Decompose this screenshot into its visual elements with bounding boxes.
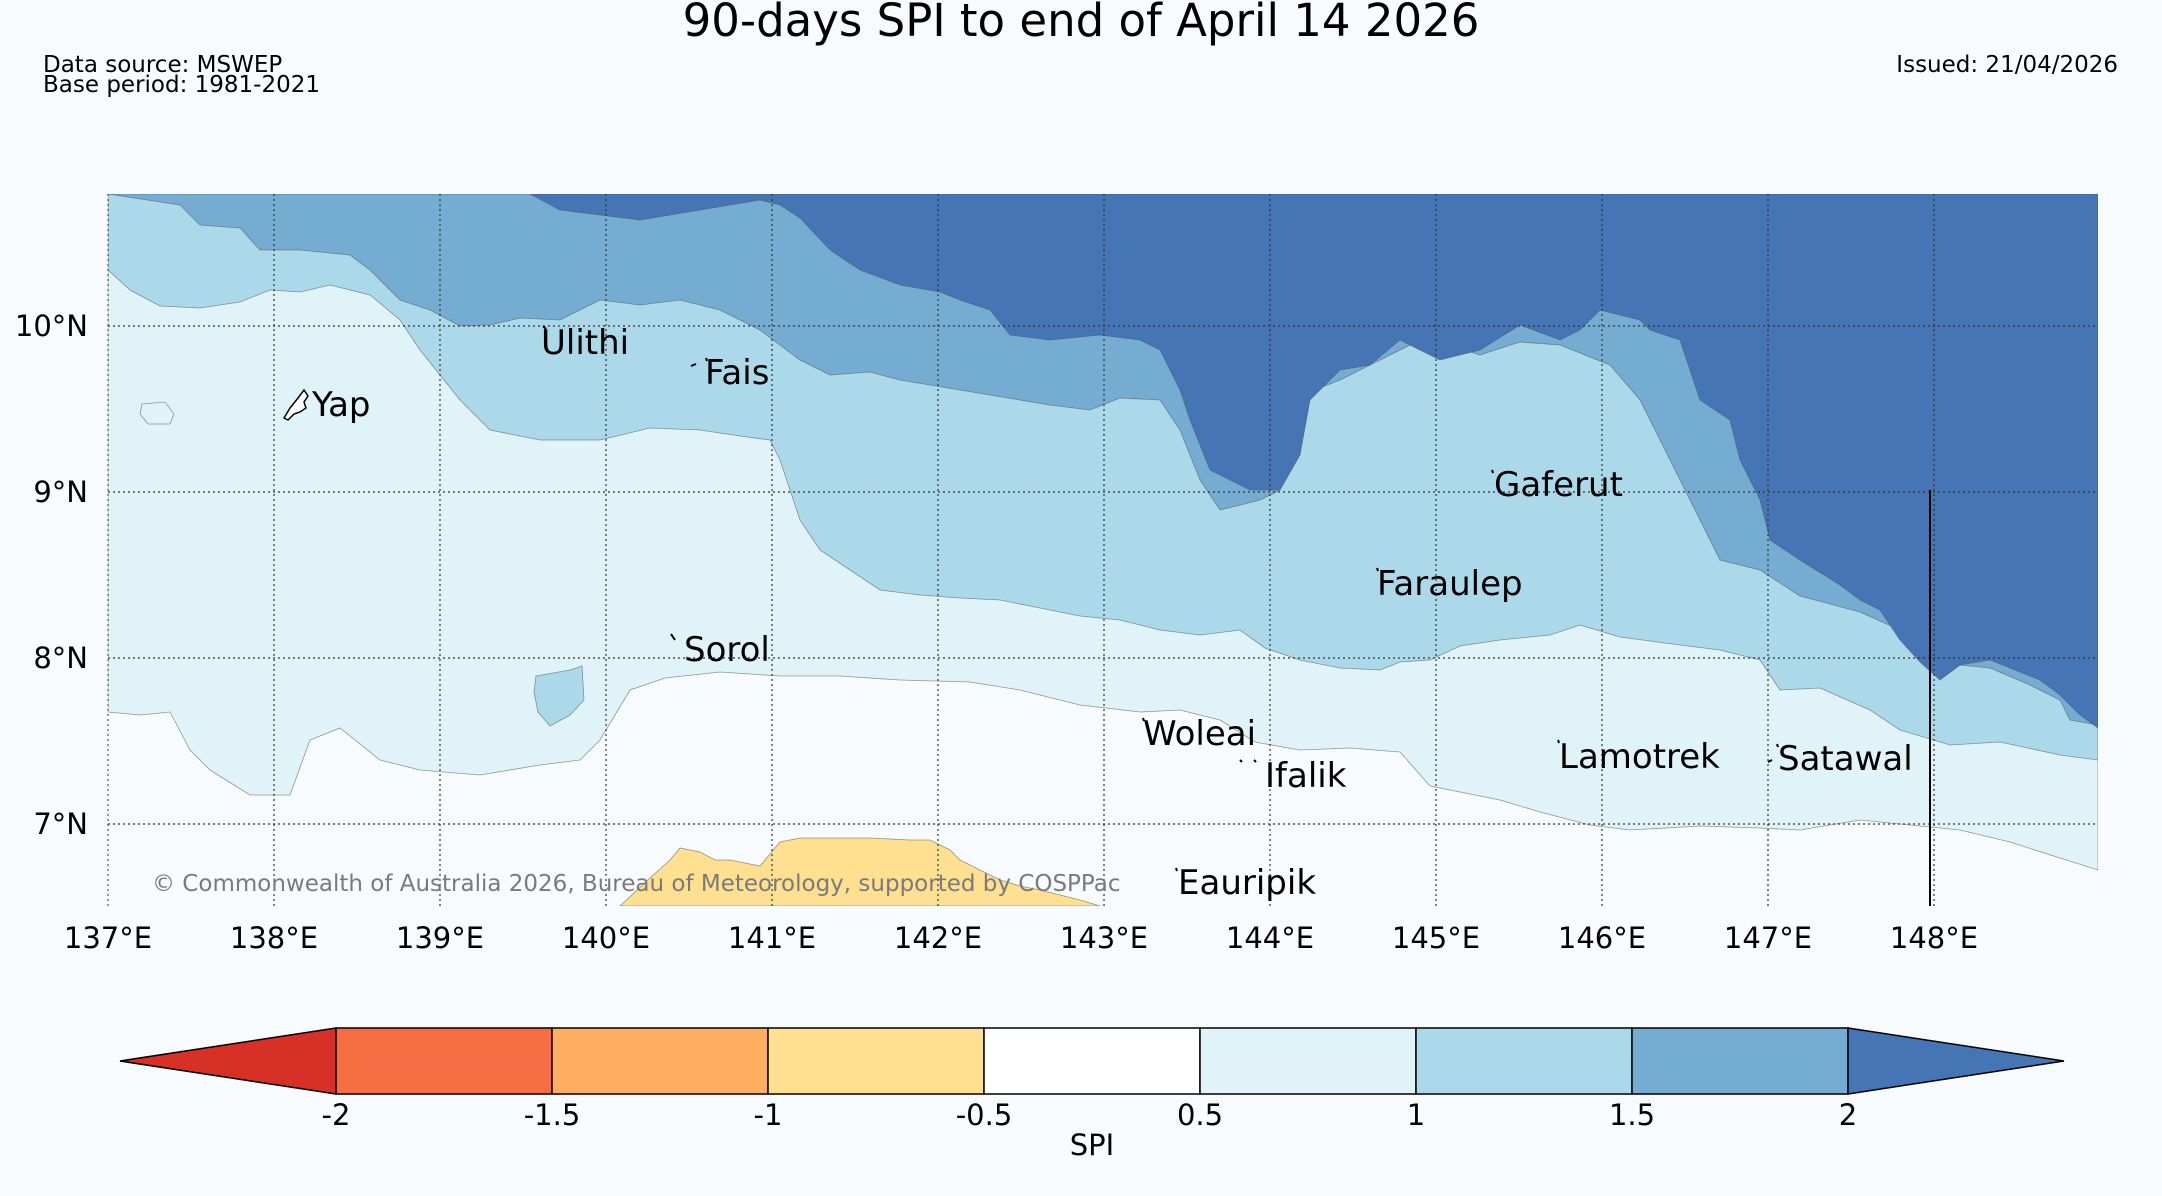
colorbar-tick-label: 1.5 bbox=[1609, 1098, 1655, 1132]
data-source-text: Data source: MSWEP bbox=[43, 52, 282, 78]
colorbar-extend-high bbox=[1847, 1027, 2065, 1095]
lon-tick-label: 145°E bbox=[1392, 921, 1480, 955]
colorbar-tick-label: -1 bbox=[754, 1098, 783, 1132]
lat-tick-label: 9°N bbox=[33, 475, 88, 509]
place-label-eauripik: Eauripik bbox=[1178, 863, 1316, 903]
colorbar-segment bbox=[335, 1027, 553, 1095]
colorbar-segment bbox=[551, 1027, 769, 1095]
colorbar-segment bbox=[1415, 1027, 1633, 1095]
lon-tick-label: 147°E bbox=[1724, 921, 1812, 955]
atoll-marks bbox=[542, 325, 1779, 872]
spi-map: Ulithi Fais Yap Gaferut Faraulep Sorol W… bbox=[108, 194, 2098, 906]
place-label-ifalik: Ifalik bbox=[1265, 756, 1347, 796]
colorbar-segment bbox=[767, 1027, 985, 1095]
lon-tick-label: 142°E bbox=[894, 921, 982, 955]
lon-tick-label: 139°E bbox=[396, 921, 484, 955]
colorbar-tick-label: 0.5 bbox=[1177, 1098, 1223, 1132]
colorbar-extend-low bbox=[119, 1027, 337, 1095]
chart-title: 90-days SPI to end of April 14 2026 bbox=[683, 0, 1480, 47]
place-label-woleai: Woleai bbox=[1143, 714, 1256, 754]
place-label-fais: Fais bbox=[705, 353, 769, 393]
colorbar-tick-label: -0.5 bbox=[956, 1098, 1013, 1132]
lat-tick-label: 7°N bbox=[33, 807, 88, 841]
place-label-lamotrek: Lamotrek bbox=[1559, 737, 1720, 777]
lon-tick-label: 140°E bbox=[562, 921, 650, 955]
place-label-gaferut: Gaferut bbox=[1494, 465, 1623, 505]
issued-text: Issued: 21/04/2026 bbox=[1896, 52, 2118, 78]
copyright-text: © Commonwealth of Australia 2026, Bureau… bbox=[152, 871, 1121, 897]
colorbar-tick-label: -1.5 bbox=[524, 1098, 581, 1132]
colorbar-segment bbox=[983, 1027, 1201, 1095]
zone-mild-wet-patch bbox=[139, 401, 175, 425]
colorbar-tick-label: -2 bbox=[322, 1098, 351, 1132]
lon-tick-label: 137°E bbox=[64, 921, 152, 955]
zone-mildly-dry bbox=[619, 837, 1101, 906]
lon-tick-label: 144°E bbox=[1226, 921, 1314, 955]
yap-island-icon bbox=[282, 388, 309, 421]
colorbar-tick-label: 2 bbox=[1839, 1098, 1857, 1132]
colorbar-axis-label: SPI bbox=[1070, 1128, 1114, 1162]
base-period-text: Base period: 1981-2021 bbox=[43, 72, 320, 98]
lat-tick-label: 8°N bbox=[33, 641, 88, 675]
lon-tick-label: 143°E bbox=[1060, 921, 1148, 955]
longitude-ticks: 137°E 138°E 139°E 140°E 141°E 142°E 143°… bbox=[64, 921, 1978, 955]
colorbar: -2 -1.5 -1 -0.5 0.5 1 1.5 2 SPI bbox=[119, 1027, 2065, 1162]
lon-tick-label: 148°E bbox=[1890, 921, 1978, 955]
place-label-sorol: Sorol bbox=[684, 630, 770, 670]
lon-tick-label: 146°E bbox=[1558, 921, 1646, 955]
colorbar-segment bbox=[1631, 1027, 1849, 1095]
place-label-yap: Yap bbox=[311, 385, 371, 425]
zone-very-wet bbox=[529, 194, 2098, 729]
place-label-satawal: Satawal bbox=[1778, 739, 1913, 779]
zone-moderately-wet-patch bbox=[533, 665, 585, 727]
place-label-faraulep: Faraulep bbox=[1377, 564, 1523, 604]
colorbar-segment bbox=[1199, 1027, 1417, 1095]
lon-tick-label: 141°E bbox=[728, 921, 816, 955]
lat-tick-label: 10°N bbox=[15, 309, 88, 343]
colorbar-tick-label: 1 bbox=[1407, 1098, 1425, 1132]
place-label-ulithi: Ulithi bbox=[541, 323, 629, 363]
latitude-ticks: 10°N 9°N 8°N 7°N bbox=[15, 309, 88, 841]
graticule bbox=[108, 194, 2098, 906]
lon-tick-label: 138°E bbox=[230, 921, 318, 955]
